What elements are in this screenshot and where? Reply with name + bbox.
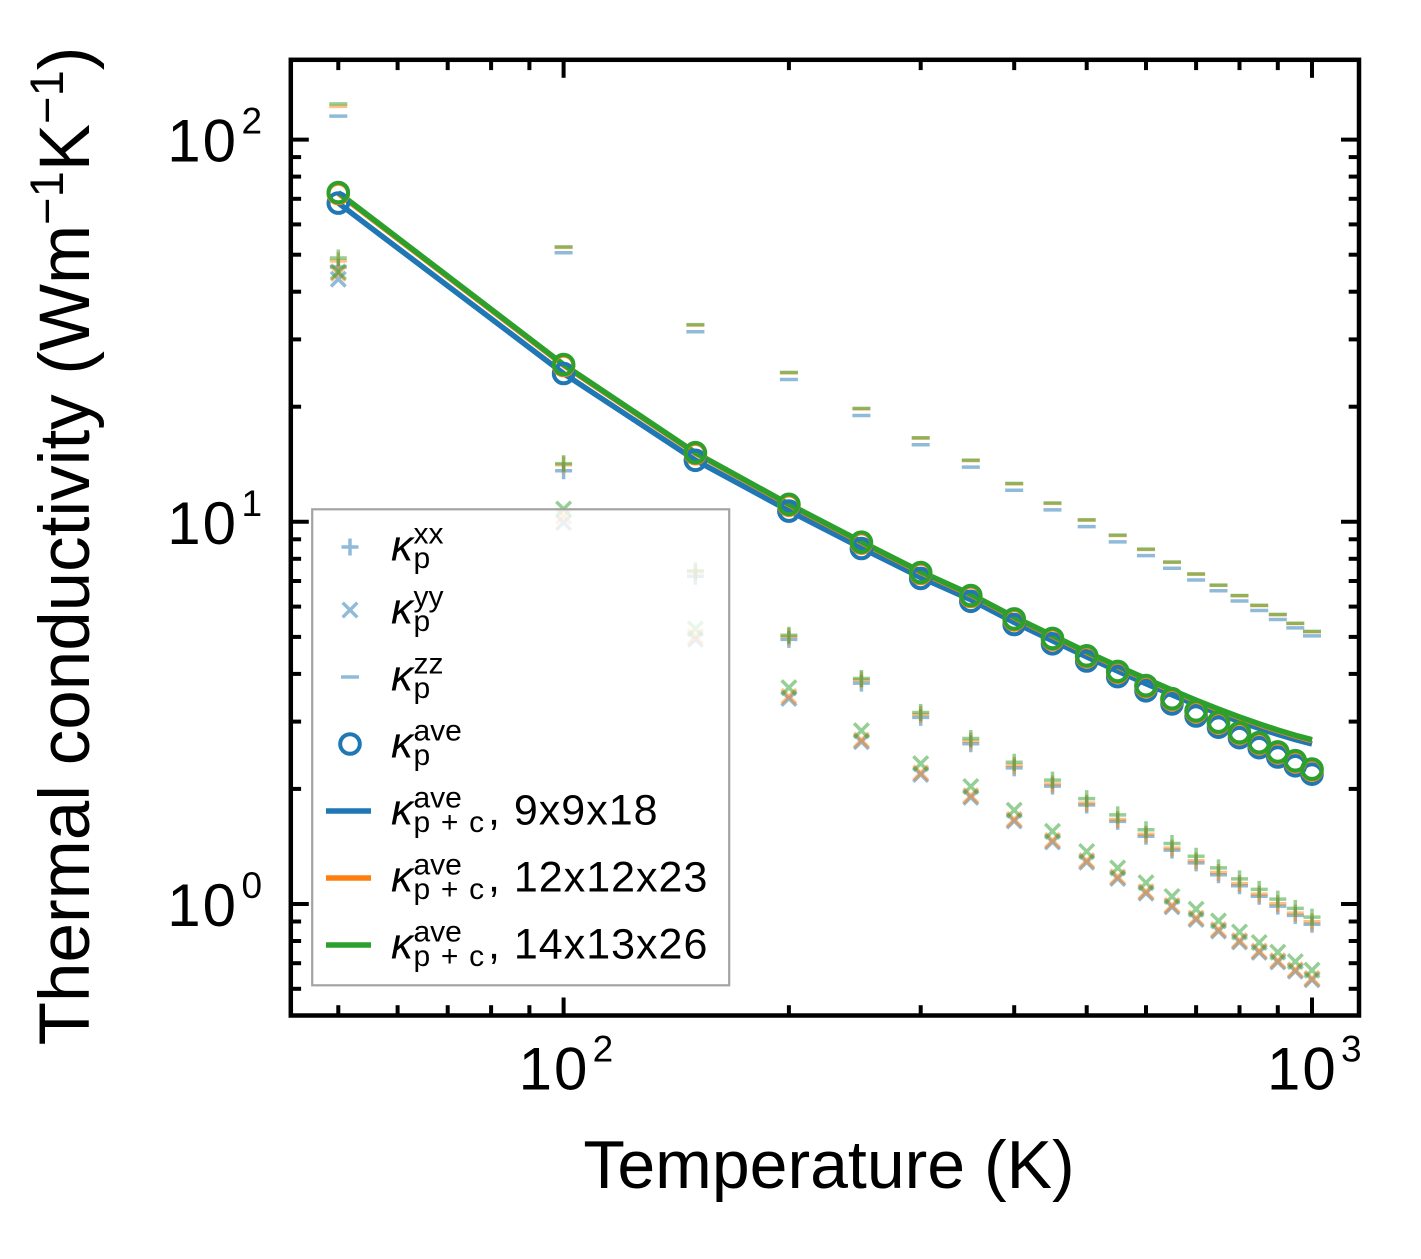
svg-text:10: 10	[167, 872, 238, 939]
svg-text:p: p	[414, 739, 432, 772]
svg-text:κ: κ	[391, 522, 415, 571]
svg-text:ave: ave	[414, 849, 462, 882]
svg-text:, 14x13x26: , 14x13x26	[488, 921, 708, 969]
svg-text:p + c: p + c	[414, 873, 486, 906]
svg-text:2: 2	[242, 101, 263, 142]
svg-text:0: 0	[242, 865, 263, 906]
svg-text:κ: κ	[391, 652, 415, 701]
svg-text:κ: κ	[391, 719, 415, 768]
svg-text:10: 10	[1267, 1036, 1338, 1103]
svg-text:κ: κ	[391, 786, 415, 835]
svg-text:κ: κ	[391, 920, 415, 969]
svg-text:, 9x9x18: , 9x9x18	[488, 787, 659, 835]
svg-text:10: 10	[167, 108, 238, 175]
svg-text:Temperature (K): Temperature (K)	[583, 1127, 1074, 1203]
svg-text:ave: ave	[414, 916, 462, 949]
svg-text:p + c: p + c	[414, 806, 486, 839]
svg-text:, 12x12x23: , 12x12x23	[488, 854, 708, 902]
svg-text:κ: κ	[391, 853, 415, 902]
svg-text:3: 3	[1341, 1029, 1362, 1070]
svg-text:10: 10	[519, 1036, 590, 1103]
svg-text:ave: ave	[414, 782, 462, 815]
svg-text:p: p	[414, 542, 432, 575]
svg-text:zz: zz	[414, 648, 444, 681]
svg-text:yy: yy	[414, 581, 444, 614]
svg-text:p + c: p + c	[414, 940, 486, 973]
svg-text:10: 10	[167, 490, 238, 557]
svg-text:2: 2	[593, 1029, 614, 1070]
svg-text:1: 1	[242, 483, 263, 524]
svg-text:κ: κ	[391, 585, 415, 634]
svg-text:p: p	[414, 605, 432, 638]
svg-text:ave: ave	[414, 715, 462, 748]
svg-text:p: p	[414, 672, 432, 705]
svg-text:xx: xx	[414, 518, 444, 551]
